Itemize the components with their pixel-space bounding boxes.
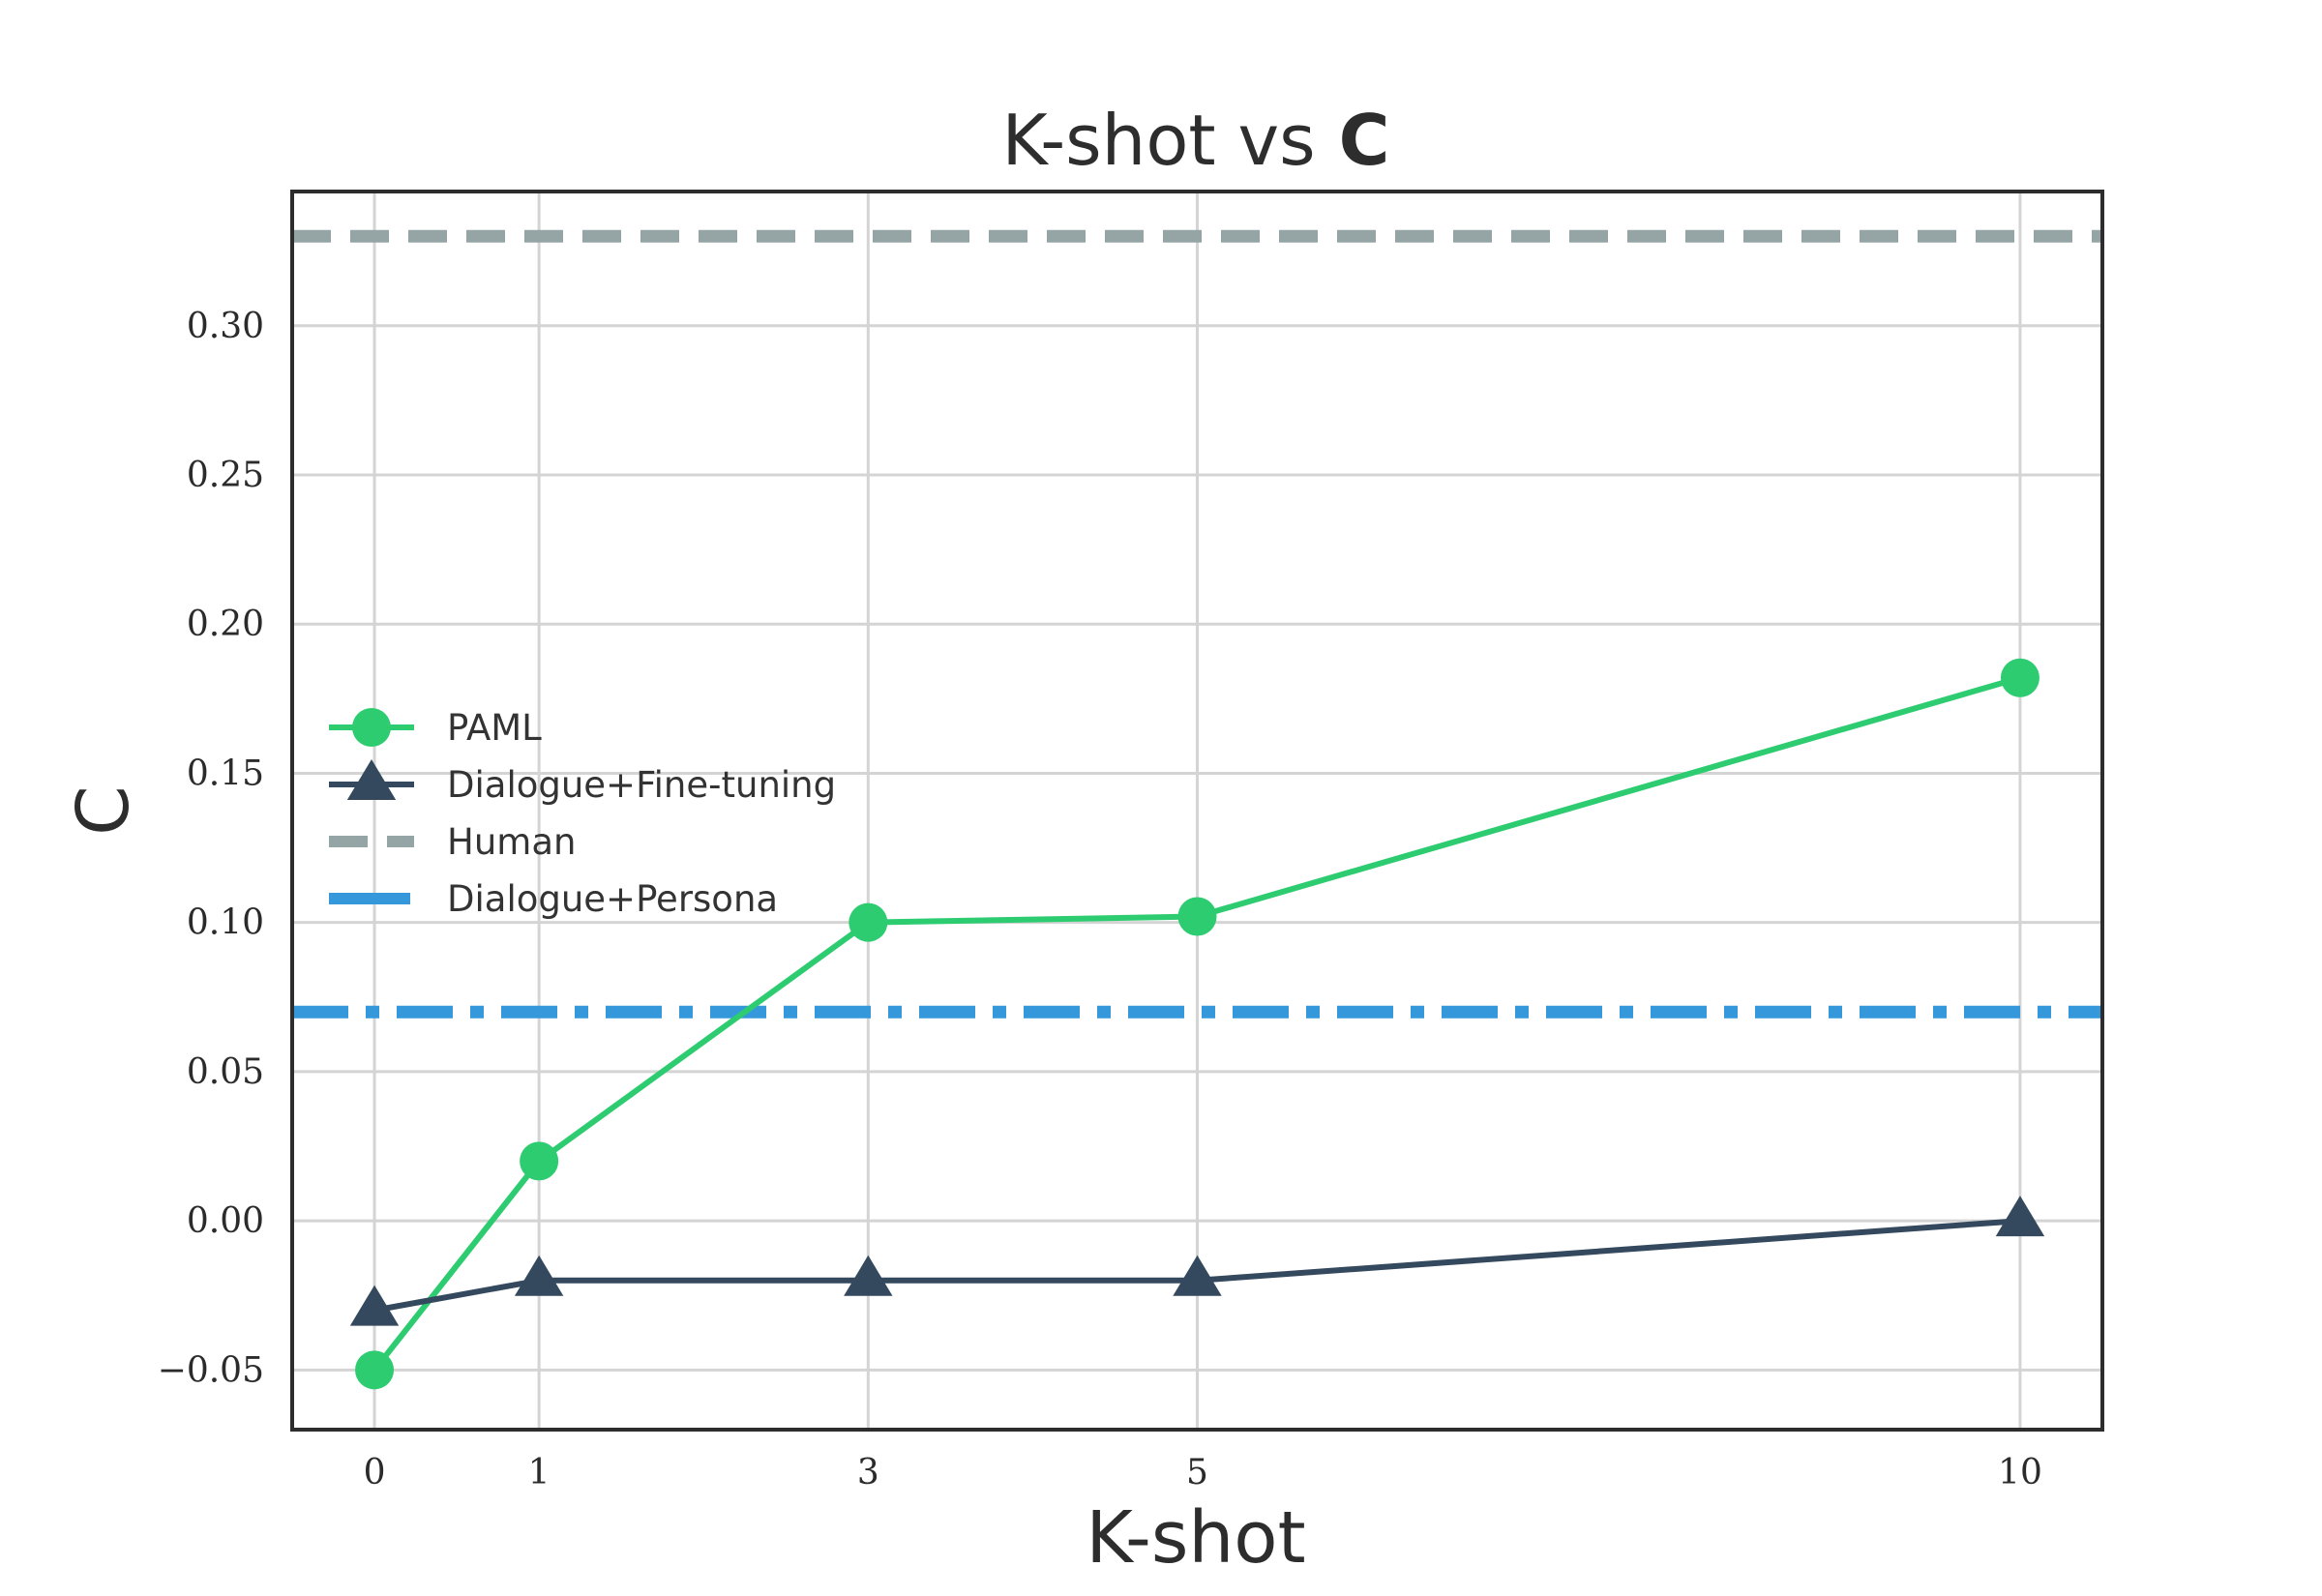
data-point-0-3 — [1177, 897, 1217, 936]
data-point-0-2 — [848, 902, 888, 942]
legend: PAML Dialogue+Fine-tuning Human Dialogue+Pe… — [329, 707, 836, 920]
x-tick-label-0: 0 — [364, 1453, 386, 1493]
y-tick-labels: −0.05 0.00 0.05 0.10 0.15 0.20 0.25 0.30 — [158, 307, 264, 1391]
chart-title: K-shot vs C — [1002, 100, 1390, 181]
legend-marker-1 — [346, 759, 397, 800]
y-tick-label-3: 0.10 — [187, 903, 264, 943]
legend-item-3: Dialogue+Persona — [329, 878, 778, 920]
legend-item-2: Human — [329, 821, 576, 863]
legend-marker-0 — [352, 708, 391, 747]
series-dialogue-fine-tuning — [349, 1196, 2045, 1326]
legend-label-3: Dialogue+Persona — [447, 878, 778, 920]
data-point-1-2 — [844, 1255, 893, 1296]
chart-title-bold: C — [1339, 100, 1390, 181]
legend-item-0: PAML — [329, 707, 542, 749]
y-tick-label-7: 0.30 — [187, 307, 264, 346]
x-axis-label: K-shot — [1086, 1496, 1305, 1580]
legend-label-2: Human — [447, 821, 576, 863]
y-tick-label-5: 0.20 — [187, 605, 264, 644]
legend-item-1: Dialogue+Fine-tuning — [329, 759, 836, 806]
data-point-0-1 — [520, 1141, 559, 1181]
data-point-1-1 — [514, 1255, 564, 1296]
plot-frame — [290, 190, 2104, 1432]
legend-label-1: Dialogue+Fine-tuning — [447, 764, 836, 806]
y-tick-label-0: −0.05 — [158, 1350, 264, 1390]
data-point-0-0 — [355, 1350, 395, 1390]
data-point-1-3 — [1173, 1255, 1222, 1296]
series-paml — [355, 658, 2039, 1390]
y-tick-label-2: 0.05 — [187, 1052, 264, 1092]
x-tick-label-1: 1 — [528, 1453, 551, 1493]
data-point-1-4 — [1995, 1196, 2045, 1237]
x-tick-label-2: 3 — [857, 1453, 879, 1493]
x-tick-label-3: 5 — [1186, 1453, 1208, 1493]
y-tick-label-6: 0.25 — [187, 456, 264, 495]
y-axis-label: C — [62, 785, 145, 836]
y-tick-label-1: 0.00 — [187, 1201, 264, 1241]
data-point-0-4 — [2000, 658, 2039, 697]
y-tick-label-4: 0.15 — [187, 754, 264, 793]
chart-title-main: K-shot vs — [1002, 100, 1316, 181]
grid — [292, 192, 2102, 1430]
series-layer — [349, 658, 2045, 1390]
x-tick-label-4: 10 — [1998, 1453, 2042, 1493]
legend-label-0: PAML — [447, 707, 542, 749]
data-point-1-0 — [349, 1285, 400, 1326]
reference-lines — [292, 229, 2102, 1019]
x-tick-labels: 0 1 3 5 10 — [364, 1453, 2042, 1493]
